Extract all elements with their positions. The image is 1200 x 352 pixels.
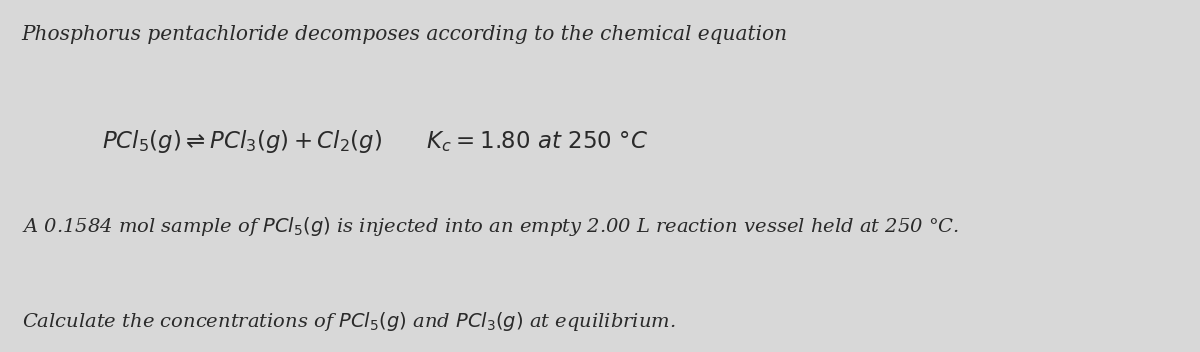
Text: Calculate the concentrations of $\mathit{PCl_5(g)}$ and $\mathit{PCl_3(g)}$ at e: Calculate the concentrations of $\mathit… [22, 310, 676, 333]
Text: $\mathit{PCl_5(g) \rightleftharpoons PCl_3(g) + Cl_2(g)}$$\qquad \mathit{K_c} = : $\mathit{PCl_5(g) \rightleftharpoons PCl… [102, 128, 648, 156]
Text: Phosphorus pentachloride decomposes according to the chemical equation: Phosphorus pentachloride decomposes acco… [22, 25, 787, 44]
Text: A 0.1584 mol sample of $\mathit{PCl_5(g)}$ is injected into an empty 2.00 L reac: A 0.1584 mol sample of $\mathit{PCl_5(g)… [22, 215, 959, 238]
